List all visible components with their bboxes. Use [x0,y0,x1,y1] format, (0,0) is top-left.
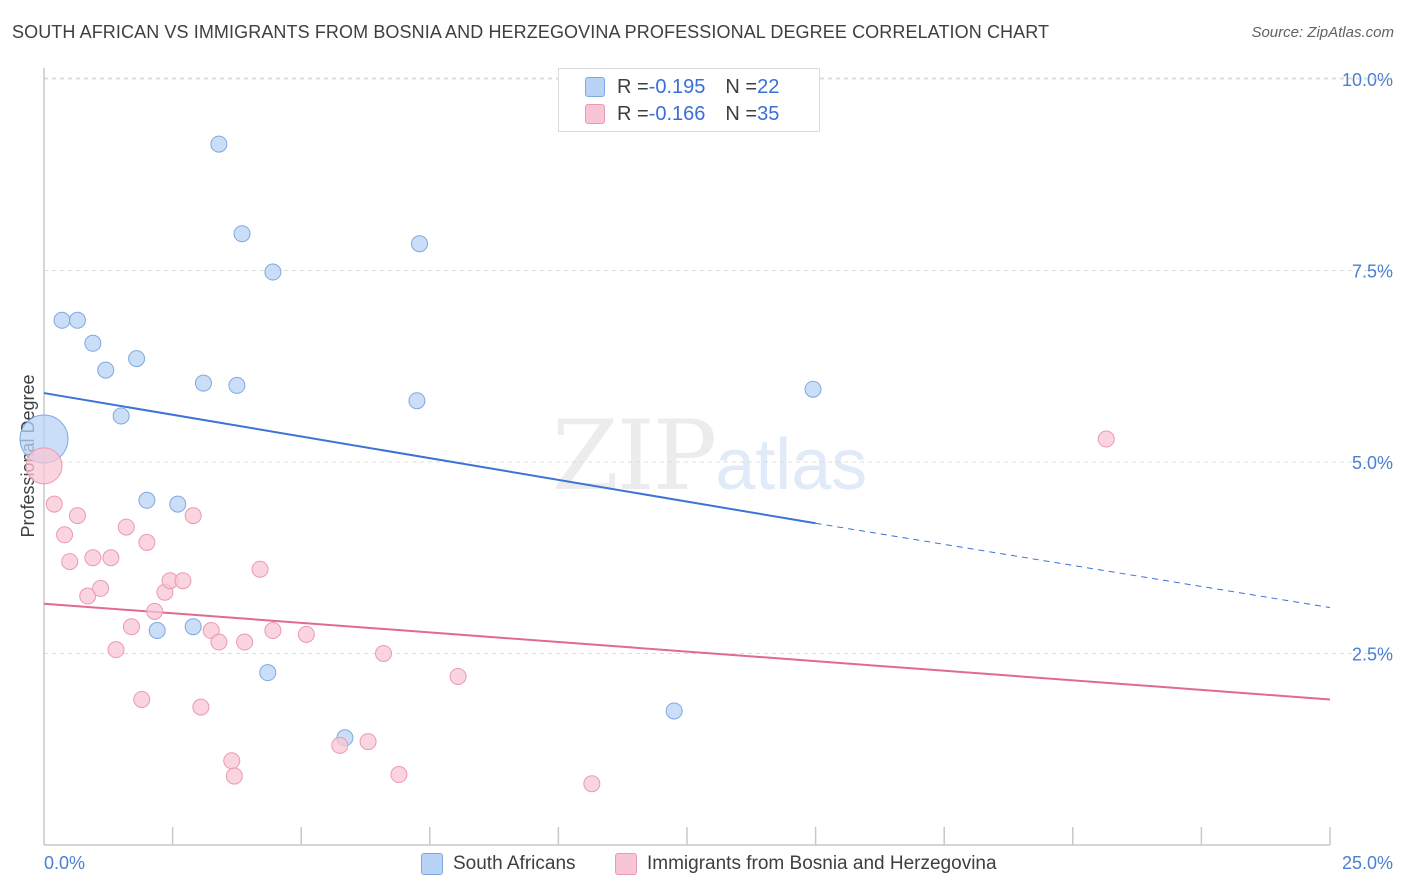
bottom-swatch-pink [615,853,637,875]
trend-line-bosnia [43,602,1331,701]
point-south-africans [194,374,212,392]
point-bosnia [174,572,192,590]
point-bosnia [79,587,97,605]
watermark-atlas: atlas [715,425,868,505]
point-bosnia [122,618,140,636]
point-bosnia [359,733,377,751]
point-south-africans [264,263,282,281]
point-bosnia [25,447,63,485]
point-bosnia [223,752,241,770]
legend-swatch-pink [585,104,605,124]
point-bosnia [92,579,110,597]
point-south-africans [411,235,429,253]
point-bosnia [184,507,202,525]
bottom-legend-south-africans[interactable]: South Africans [421,852,576,876]
point-south-africans [804,380,822,398]
point-bosnia [133,690,151,708]
point-south-africans [112,407,130,425]
legend-r-value: -0.195 [648,75,706,98]
point-bosnia [449,667,467,685]
point-bosnia [297,625,315,643]
bottom-legend-label: Immigrants from Bosnia and Herzegovina [647,853,997,874]
point-south-africans [84,334,102,352]
trend-line-south-africans [43,392,816,525]
point-bosnia [56,526,74,544]
legend-row-south-africans: R = -0.195 N = 22 [585,75,779,99]
point-south-africans [228,376,246,394]
point-bosnia [225,767,243,785]
legend-swatch-blue [585,77,605,97]
x-tick-label: 25.0% [1342,853,1393,873]
point-south-africans [233,225,251,243]
point-south-africans [210,135,228,153]
trend-line-south-africans-extension [815,522,1331,609]
legend-row-bosnia: R = -0.166 N = 35 [585,102,779,126]
point-south-africans [128,350,146,368]
point-south-africans [184,618,202,636]
legend-n-value: 22 [757,75,780,98]
y-tick-label: 7.5% [1352,262,1393,282]
y-tick-label: 10.0% [1342,70,1393,90]
point-south-africans [68,311,86,329]
point-bosnia [1097,430,1115,448]
legend-n-label: N = [725,75,758,98]
bottom-legend-label: South Africans [453,853,576,874]
point-bosnia [45,495,63,513]
point-bosnia [138,533,156,551]
correlation-legend: R = -0.195 N = 22 R = -0.166 N = 35 [558,68,820,132]
point-south-africans [259,664,277,682]
point-bosnia [146,602,164,620]
bottom-swatch-blue [421,853,443,875]
y-tick-label: 2.5% [1352,645,1393,665]
point-south-africans [138,491,156,509]
point-south-africans [148,622,166,640]
x-tick-label: 0.0% [44,853,85,873]
legend-n-value: 35 [757,102,780,125]
legend-n-label: N = [725,102,758,125]
point-bosnia [192,698,210,716]
point-bosnia [84,549,102,567]
point-bosnia [61,553,79,571]
bottom-legend-bosnia[interactable]: Immigrants from Bosnia and Herzegovina [615,852,997,876]
point-bosnia [390,766,408,784]
point-south-africans [53,311,71,329]
point-bosnia [264,622,282,640]
point-bosnia [251,560,269,578]
legend-r-value: -0.166 [648,102,706,125]
point-south-africans [169,495,187,513]
source-label: Source: ZipAtlas.com [1251,24,1394,41]
y-tick-label: 5.0% [1352,453,1393,473]
point-bosnia [236,633,254,651]
point-bosnia [331,736,349,754]
point-bosnia [210,633,228,651]
point-bosnia [117,518,135,536]
point-bosnia [107,641,125,659]
point-bosnia [583,775,601,793]
point-south-africans [408,392,426,410]
legend-r-label: R = [617,102,649,125]
point-south-africans [97,361,115,379]
point-bosnia [375,645,393,662]
point-bosnia [68,507,86,525]
legend-r-label: R = [617,75,649,98]
point-bosnia [102,549,120,567]
point-south-africans [665,702,683,720]
chart-title: SOUTH AFRICAN VS IMMIGRANTS FROM BOSNIA … [12,22,1050,42]
